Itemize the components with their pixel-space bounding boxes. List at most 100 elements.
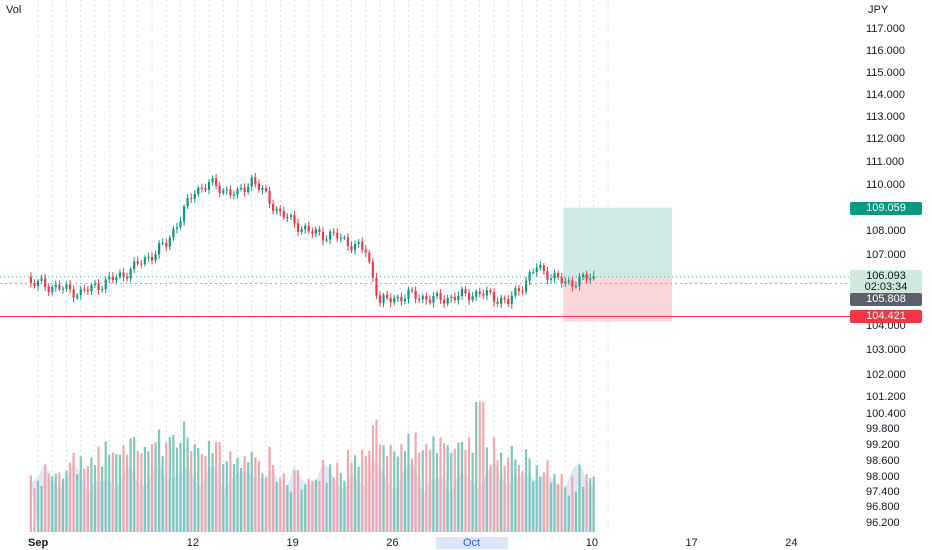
candle-body — [514, 288, 517, 296]
candle-body — [154, 254, 157, 261]
volume-bar — [421, 450, 424, 532]
volume-bar — [393, 451, 396, 532]
candle-body — [172, 228, 175, 238]
time-tick-label: 26 — [386, 537, 399, 549]
candle-body — [190, 197, 193, 199]
candle-body — [207, 182, 211, 190]
volume-bar — [300, 489, 303, 532]
volume-bar — [254, 457, 257, 532]
price-tick-label: 110.000 — [866, 179, 905, 191]
volume-bar — [585, 473, 588, 532]
candle-body — [353, 243, 357, 251]
volume-bar — [289, 491, 293, 532]
candle-body — [76, 295, 79, 298]
candle-body — [93, 283, 97, 286]
volume-bar — [364, 455, 367, 532]
volume-bar — [418, 452, 421, 532]
volume-bar — [101, 466, 104, 532]
volume-bar — [304, 484, 307, 532]
price-tick-label: 114.000 — [866, 89, 905, 101]
candle-body — [357, 241, 360, 244]
volume-bar — [464, 449, 467, 532]
volume-bar — [54, 473, 57, 532]
volume-bar — [225, 461, 228, 532]
volume-bar — [485, 447, 488, 532]
candle-body — [521, 291, 524, 293]
volume-bar — [61, 478, 65, 532]
volume-bar — [400, 444, 403, 532]
candle-body — [489, 290, 492, 293]
volume-bar — [158, 429, 161, 532]
candle-body — [464, 289, 467, 294]
volume-bar — [58, 472, 61, 532]
volume-bar — [321, 459, 325, 532]
candle-body — [97, 283, 100, 291]
volume-bar — [439, 437, 442, 532]
candle-body — [403, 298, 407, 302]
candle-body — [122, 272, 125, 277]
candle-body — [400, 296, 403, 302]
current-price-tag: 106.093 — [850, 270, 922, 283]
volume-bar — [524, 449, 528, 532]
candle-body — [218, 185, 221, 193]
candle-body — [446, 297, 449, 304]
volume-bar — [578, 464, 581, 532]
time-tick-label: 17 — [685, 537, 698, 549]
candle-body — [296, 223, 300, 232]
candle-body — [549, 278, 553, 281]
volume-bar — [247, 462, 250, 532]
candle-body — [339, 237, 342, 239]
candle-body — [321, 231, 325, 241]
price-tick-label: 113.000 — [866, 111, 905, 123]
candle-body — [175, 227, 179, 229]
candle-body — [467, 293, 471, 301]
volume-bar — [521, 471, 524, 532]
candle-body — [589, 278, 592, 280]
candle-body — [65, 284, 68, 289]
volume-bar — [125, 454, 129, 532]
candle-body — [314, 229, 317, 234]
volume-bar — [257, 460, 260, 532]
time-tick-label: 19 — [286, 537, 299, 549]
volume-bar — [76, 474, 79, 532]
position-zones-layer — [563, 207, 672, 322]
volume-bar — [361, 449, 364, 532]
candle-body — [286, 217, 289, 219]
candle-body — [546, 271, 549, 281]
volume-bar — [350, 462, 353, 532]
candle-body — [557, 273, 560, 278]
volume-bar — [118, 454, 122, 532]
volume-bar — [329, 464, 332, 532]
candle-body — [118, 272, 122, 278]
candle-body — [239, 187, 243, 190]
candle-body — [168, 237, 171, 247]
candle-body — [225, 189, 228, 191]
volume-indicator-label[interactable]: Vol — [6, 4, 22, 16]
volume-bar — [507, 457, 510, 532]
volume-bar — [261, 473, 264, 532]
volume-bar — [471, 452, 474, 532]
volume-bar — [111, 452, 114, 532]
candle-body — [133, 261, 136, 269]
candle-body — [553, 273, 556, 279]
volume-bar — [168, 437, 171, 532]
volume-bar — [140, 453, 143, 532]
candle-body — [421, 296, 424, 300]
price-tick-label: 101.200 — [866, 391, 906, 403]
volume-bar — [357, 466, 360, 532]
volume-bar — [478, 402, 481, 532]
volume-bar — [286, 485, 289, 532]
candle-body — [300, 229, 303, 232]
volume-bar — [193, 444, 196, 532]
price-tick-label: 115.000 — [866, 67, 905, 79]
volume-bar — [197, 448, 200, 532]
volume-bar — [200, 453, 203, 532]
candle-body — [72, 289, 75, 298]
volume-bar — [44, 464, 47, 532]
price-tick-label: 102.000 — [866, 369, 906, 381]
volume-bar — [115, 454, 118, 532]
candle-body — [268, 191, 271, 204]
volume-layer — [29, 402, 595, 532]
